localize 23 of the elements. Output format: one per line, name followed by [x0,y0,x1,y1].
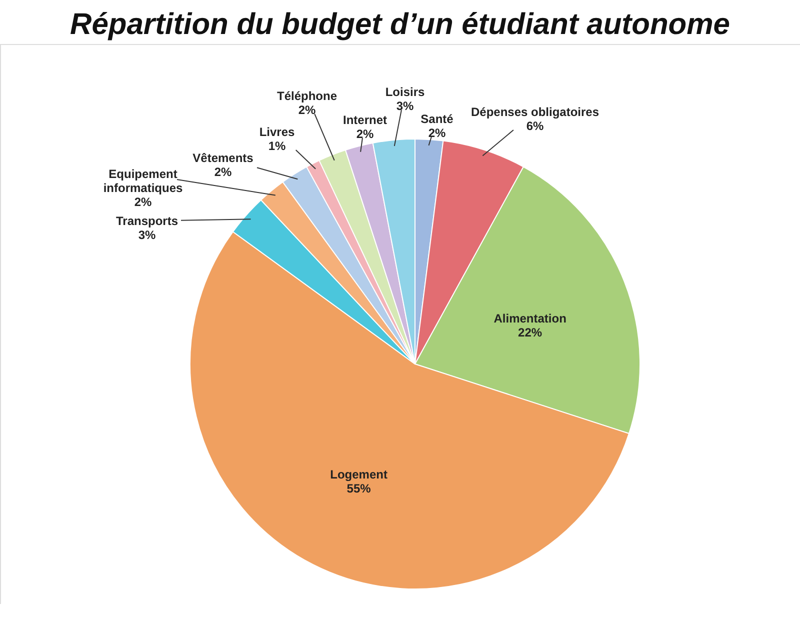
slice-label: Transports [116,214,178,228]
data-label: 2% [214,165,232,179]
slice-label: Livres [259,125,295,139]
data-label: 22% [518,325,542,340]
slice-label: Alimentation [494,311,566,326]
chart-title: Répartition du budget d’un étudiant autonome [70,8,730,41]
slice-label: Equipement informatiques [103,167,183,195]
data-label: 1% [268,139,286,153]
data-label: 2% [428,126,446,140]
slice-label: Logement [330,467,388,482]
slice-label: Vêtements [192,151,254,165]
slice-label: Loisirs [385,85,425,99]
data-label: 55% [346,481,372,496]
data-label: 2% [134,195,152,209]
slice-label: Dépenses obligatoires [470,105,600,119]
slice-label: Téléphone [276,89,338,103]
data-label: 3% [396,99,414,113]
slice-label: Internet [342,113,388,127]
data-label: 3% [138,228,156,242]
slice-label: Santé [420,112,454,126]
data-label: 2% [356,127,374,141]
data-label: 2% [298,103,316,117]
data-label: 6% [526,119,544,133]
